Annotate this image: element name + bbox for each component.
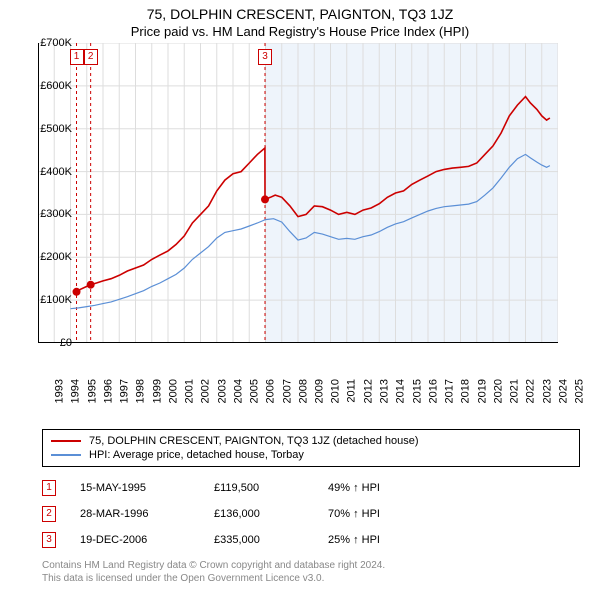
transaction-date: 19-DEC-2006: [80, 534, 190, 546]
legend-label: 75, DOLPHIN CRESCENT, PAIGNTON, TQ3 1JZ …: [89, 435, 419, 447]
x-axis-tick-label: 2003: [216, 379, 228, 403]
transaction-marker-number: 1: [42, 480, 56, 496]
legend-item: 75, DOLPHIN CRESCENT, PAIGNTON, TQ3 1JZ …: [51, 434, 571, 448]
x-axis-tick-label: 2010: [330, 379, 342, 403]
x-axis-tick-label: 2021: [508, 379, 520, 403]
legend-swatch: [51, 454, 81, 456]
x-axis-tick-label: 2004: [232, 379, 244, 403]
transaction-marker-number: 3: [42, 532, 56, 548]
transaction-date: 28-MAR-1996: [80, 508, 190, 520]
y-axis-tick-label: £600K: [40, 80, 72, 92]
chart-area: £0£100K£200K£300K£400K£500K£600K£700K199…: [38, 43, 598, 393]
x-axis-tick-label: 2002: [200, 379, 212, 403]
x-axis-tick-label: 2013: [378, 379, 390, 403]
transaction-date: 15-MAY-1995: [80, 482, 190, 494]
x-axis-tick-label: 2006: [265, 379, 277, 403]
x-axis-tick-label: 2005: [248, 379, 260, 403]
chart-container: 75, DOLPHIN CRESCENT, PAIGNTON, TQ3 1JZ …: [0, 0, 600, 590]
x-axis-tick-label: 2022: [525, 379, 537, 403]
y-axis-tick-label: £500K: [40, 123, 72, 135]
transaction-delta: 25% ↑ HPI: [328, 534, 428, 546]
x-axis-tick-label: 2001: [183, 379, 195, 403]
x-axis-tick-label: 2008: [297, 379, 309, 403]
event-marker: 2: [84, 49, 98, 65]
legend-box: 75, DOLPHIN CRESCENT, PAIGNTON, TQ3 1JZ …: [42, 429, 580, 467]
transactions-table: 1 15-MAY-1995 £119,500 49% ↑ HPI 2 28-MAR-199…: [42, 475, 580, 553]
legend-swatch: [51, 440, 81, 442]
legend-label: HPI: Average price, detached house, Torb…: [89, 449, 304, 461]
x-axis-tick-label: 2019: [476, 379, 488, 403]
x-axis-tick-label: 2015: [411, 379, 423, 403]
attribution-line: This data is licensed under the Open Gov…: [42, 572, 580, 585]
transaction-row: 2 28-MAR-1996 £136,000 70% ↑ HPI: [42, 501, 580, 527]
transaction-price: £335,000: [214, 534, 304, 546]
x-axis-tick-label: 2011: [345, 379, 357, 403]
event-marker: 3: [258, 49, 272, 65]
x-axis-tick-label: 2012: [362, 379, 374, 403]
transaction-delta: 49% ↑ HPI: [328, 482, 428, 494]
event-marker: 1: [70, 49, 84, 65]
page-title: 75, DOLPHIN CRESCENT, PAIGNTON, TQ3 1JZ: [0, 0, 600, 22]
x-axis-tick-label: 2018: [460, 379, 472, 403]
y-axis-tick-label: £700K: [40, 37, 72, 49]
x-axis-tick-label: 2007: [281, 379, 293, 403]
x-axis-tick-label: 1999: [151, 379, 163, 403]
y-axis-tick-label: £100K: [40, 294, 72, 306]
x-axis-tick-label: 1995: [86, 379, 98, 403]
y-axis-tick-label: £200K: [40, 251, 72, 263]
transaction-price: £136,000: [214, 508, 304, 520]
legend-item: HPI: Average price, detached house, Torb…: [51, 448, 571, 462]
x-axis-tick-label: 1994: [70, 379, 82, 403]
y-axis-tick-label: £300K: [40, 208, 72, 220]
y-axis-tick-label: £0: [60, 337, 72, 349]
transaction-delta: 70% ↑ HPI: [328, 508, 428, 520]
x-axis-tick-label: 2016: [427, 379, 439, 403]
x-axis-tick-label: 2014: [395, 379, 407, 403]
chart-svg: [38, 43, 558, 343]
x-axis-tick-label: 2009: [313, 379, 325, 403]
page-subtitle: Price paid vs. HM Land Registry's House …: [0, 22, 600, 43]
transaction-marker-number: 2: [42, 506, 56, 522]
x-axis-tick-label: 1997: [118, 379, 130, 403]
x-axis-tick-label: 1993: [53, 379, 65, 403]
x-axis-tick-label: 2000: [167, 379, 179, 403]
x-axis-tick-label: 1996: [102, 379, 114, 403]
x-axis-tick-label: 2025: [573, 379, 585, 403]
x-axis-tick-label: 1998: [135, 379, 147, 403]
x-axis-tick-label: 2023: [541, 379, 553, 403]
transaction-row: 1 15-MAY-1995 £119,500 49% ↑ HPI: [42, 475, 580, 501]
attribution-text: Contains HM Land Registry data © Crown c…: [42, 559, 580, 585]
transaction-row: 3 19-DEC-2006 £335,000 25% ↑ HPI: [42, 527, 580, 553]
x-axis-tick-label: 2020: [492, 379, 504, 403]
transaction-price: £119,500: [214, 482, 304, 494]
x-axis-tick-label: 2017: [443, 379, 455, 403]
x-axis-tick-label: 2024: [557, 379, 569, 403]
attribution-line: Contains HM Land Registry data © Crown c…: [42, 559, 580, 572]
y-axis-tick-label: £400K: [40, 166, 72, 178]
